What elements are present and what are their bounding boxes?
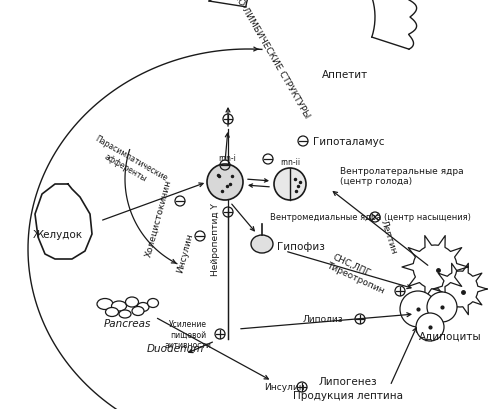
- Text: Вентромедиальные ядра (центр насыщения): Вентромедиальные ядра (центр насыщения): [270, 213, 471, 222]
- Ellipse shape: [112, 301, 126, 311]
- Text: Гипофиз: Гипофиз: [277, 241, 325, 252]
- Text: rnn-i: rnn-i: [218, 154, 236, 163]
- Text: Нейропептид Y: Нейропептид Y: [211, 203, 220, 276]
- Circle shape: [427, 292, 457, 322]
- Text: Холецистокинин: Холецистокинин: [143, 178, 173, 257]
- Ellipse shape: [97, 299, 113, 310]
- Text: Желудок: Желудок: [33, 229, 83, 239]
- Text: Усиление
пищевой
активности: Усиление пищевой активности: [164, 319, 211, 349]
- Text: Pancreas: Pancreas: [103, 318, 151, 328]
- Text: Аппетит: Аппетит: [322, 70, 368, 80]
- Text: Продукция лептина: Продукция лептина: [293, 390, 403, 400]
- Circle shape: [207, 164, 243, 200]
- Text: Инсулин: Инсулин: [176, 231, 195, 273]
- Text: rnn-ii: rnn-ii: [280, 157, 300, 166]
- Text: Лептин: Лептин: [378, 218, 398, 255]
- Ellipse shape: [132, 307, 144, 316]
- Text: Липолиз: Липолиз: [303, 315, 344, 324]
- Text: (центр голода): (центр голода): [340, 177, 412, 186]
- Text: Duodenum: Duodenum: [146, 343, 204, 353]
- Ellipse shape: [106, 308, 119, 317]
- Ellipse shape: [147, 299, 158, 308]
- Ellipse shape: [126, 297, 138, 307]
- Text: Парасимпатические
афференты: Парасимпатические афференты: [88, 134, 169, 191]
- Text: КОРТИКО-ЛИМБИЧЕСКИЕ СТРУКТУРЫ: КОРТИКО-ЛИМБИЧЕСКИЕ СТРУКТУРЫ: [216, 0, 311, 119]
- Circle shape: [416, 313, 444, 341]
- Ellipse shape: [119, 310, 131, 318]
- Ellipse shape: [137, 303, 149, 312]
- Text: СНС,ЛПГ: СНС,ЛПГ: [331, 252, 373, 277]
- Text: Адипоциты: Адипоциты: [418, 331, 481, 341]
- Circle shape: [400, 291, 436, 327]
- Ellipse shape: [251, 236, 273, 254]
- Text: Липогенез: Липогенез: [319, 376, 377, 386]
- Text: Гипоталамус: Гипоталамус: [313, 137, 384, 147]
- Circle shape: [274, 169, 306, 200]
- Text: Вентролатеральные ядра: Вентролатеральные ядра: [340, 167, 464, 176]
- Text: Инсулин: Инсулин: [265, 382, 305, 391]
- Text: Тиреотропин: Тиреотропин: [325, 260, 385, 294]
